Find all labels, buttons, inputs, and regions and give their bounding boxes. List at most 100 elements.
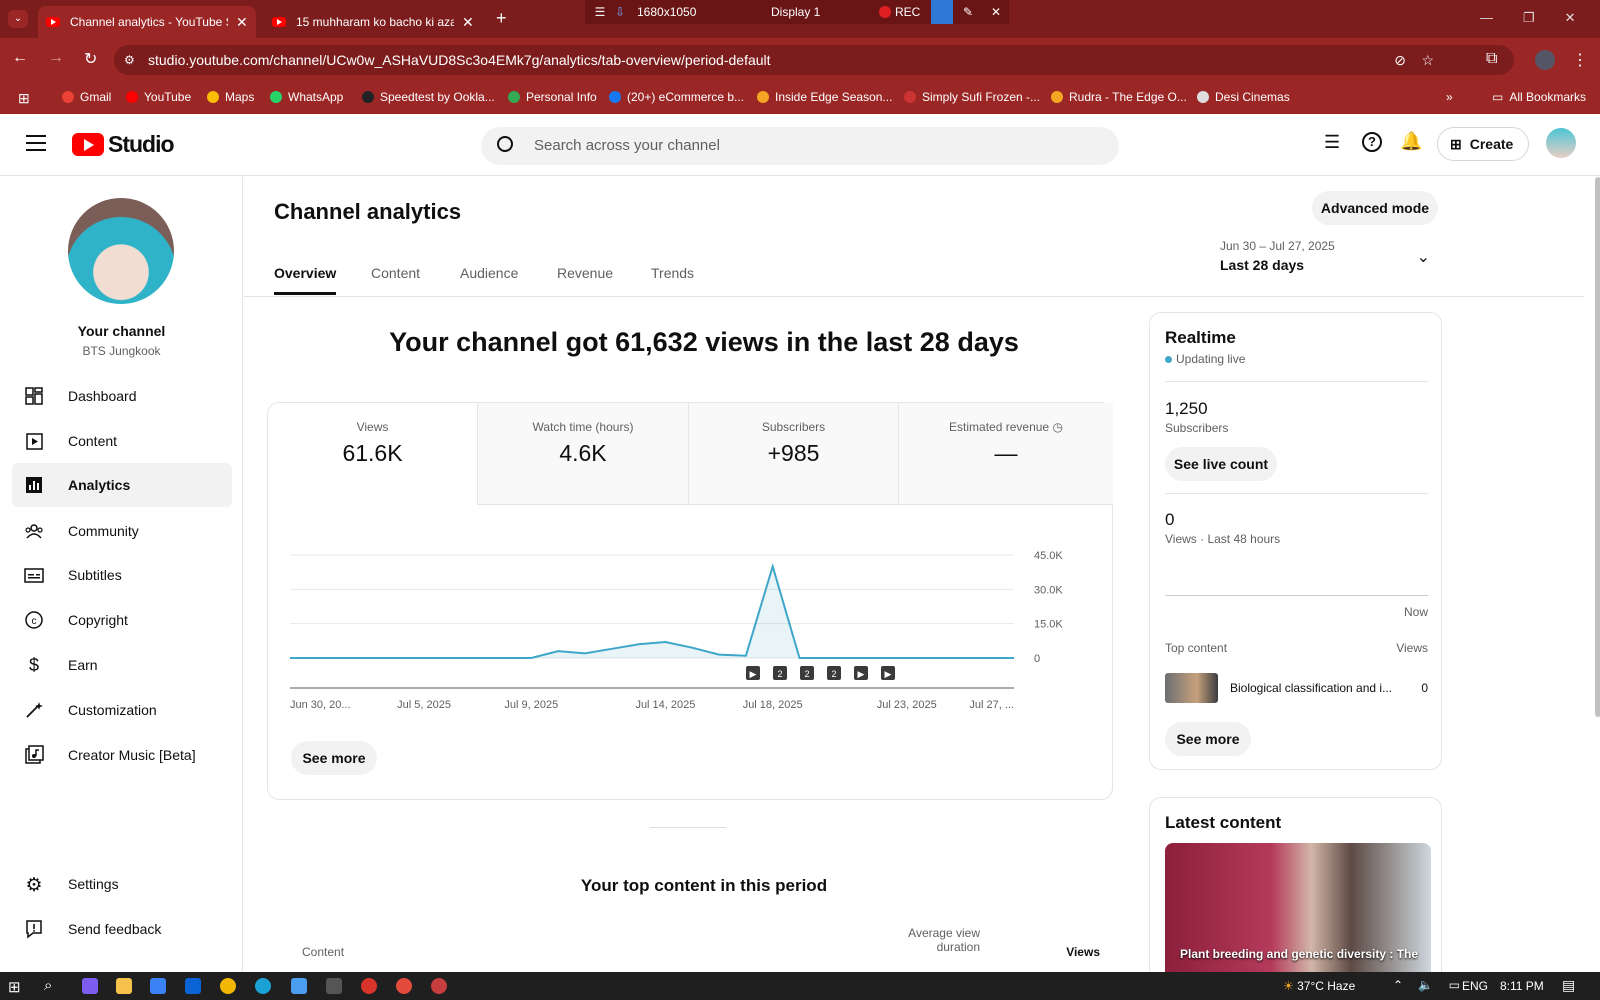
see-more-button[interactable]: See more [291, 741, 377, 775]
logo-text: Studio [108, 131, 175, 157]
sidebar-item-community[interactable]: Community [12, 509, 232, 553]
suggest-icon[interactable]: ☰ [1324, 132, 1341, 152]
sidebar-item-settings[interactable]: ⚙ Settings [12, 862, 232, 906]
sidebar-item-copyright[interactable]: c Copyright [12, 598, 232, 642]
top-content-item[interactable]: Biological classification and i... 0 [1165, 673, 1428, 703]
tab-revenue[interactable]: Revenue [557, 265, 614, 281]
star-icon[interactable]: ☆ [1421, 52, 1434, 68]
close-window-icon[interactable]: ✕ [1564, 10, 1576, 25]
metric-views[interactable]: Views 61.6K [268, 403, 478, 505]
eye-off-icon[interactable]: ⊘ [1394, 52, 1406, 68]
store-icon[interactable] [150, 978, 166, 994]
speedtest-icon [362, 91, 374, 103]
recorder-icon[interactable] [361, 978, 377, 994]
notes-icon[interactable] [291, 978, 307, 994]
sidebar-item-customization[interactable]: Customization [12, 688, 232, 732]
svg-text:c: c [32, 616, 37, 627]
all-bookmarks[interactable]: ▭ All Bookmarks [1492, 90, 1586, 104]
realtime-see-more-button[interactable]: See more [1165, 722, 1251, 756]
pin-icon[interactable]: ⇩ [615, 5, 626, 19]
create-button[interactable]: ⊞ Create [1437, 127, 1529, 161]
bookmark-maps[interactable]: Maps [207, 90, 254, 104]
bookmark-inside-edge[interactable]: Inside Edge Season... [757, 90, 892, 104]
language-indicator[interactable]: ENG [1462, 979, 1489, 993]
studio-logo[interactable]: Studio [72, 131, 175, 158]
search-input[interactable]: Search across your channel [481, 127, 1119, 165]
advanced-mode-button[interactable]: Advanced mode [1312, 191, 1438, 225]
extensions-icon[interactable]: ⧉ [1486, 50, 1498, 67]
bookmark-speedtest[interactable]: Speedtest by Ookla... [362, 90, 495, 104]
more-menu-icon[interactable]: ⋮ [1572, 52, 1588, 69]
edge-icon[interactable] [255, 978, 271, 994]
latest-video-thumbnail[interactable]: Plant breeding and genetic diversity : T… [1165, 843, 1431, 983]
notifications-icon[interactable]: 🔔 [1400, 131, 1423, 151]
bookmark-desi-cinemas[interactable]: Desi Cinemas [1197, 90, 1290, 104]
tab-trends[interactable]: Trends [651, 265, 695, 281]
account-avatar[interactable] [1546, 128, 1576, 158]
sidebar-item-content[interactable]: Content [12, 419, 232, 463]
chrome-icon[interactable] [220, 978, 236, 994]
bookmark-rudra[interactable]: Rudra - The Edge O... [1051, 90, 1187, 104]
help-icon[interactable]: ? [1362, 132, 1382, 152]
address-bar[interactable]: ⚙ studio.youtube.com/channel/UCw0w_ASHaV… [114, 45, 1514, 75]
apps-icon[interactable]: ⊞ [18, 90, 30, 106]
sidebar-item-analytics[interactable]: Analytics [12, 463, 232, 507]
metric-watch-time[interactable]: Watch time (hours) 4.6K [478, 403, 689, 505]
see-live-count-button[interactable]: See live count [1165, 447, 1277, 481]
clock[interactable]: 8:11 PM [1500, 979, 1544, 993]
metric-revenue[interactable]: Estimated revenue ◷ — [899, 403, 1113, 505]
bookmark-whatsapp[interactable]: WhatsApp [270, 90, 343, 104]
resolution-label: 1680x1050 [637, 5, 697, 19]
copilot-icon[interactable] [82, 978, 98, 994]
bookmark-gmail[interactable]: Gmail [62, 90, 111, 104]
bookmark-youtube[interactable]: YouTube [126, 90, 191, 104]
sidebar-item-creator-music[interactable]: Creator Music [Beta] [12, 733, 232, 777]
tab-audience[interactable]: Audience [460, 265, 519, 281]
date-range-selector[interactable]: Jun 30 – Jul 27, 2025 Last 28 days ⌄ [1220, 239, 1438, 279]
windows-start-icon[interactable]: ⊞ [8, 979, 21, 996]
scrollbar[interactable] [1595, 177, 1600, 717]
sidebar-item-send-feedback[interactable]: Send feedback [12, 907, 232, 951]
bookmark-sufi[interactable]: Simply Sufi Frozen -... [904, 90, 1040, 104]
notification-center-icon[interactable]: ▤ [1562, 977, 1576, 993]
search-icon[interactable]: ⌕ [44, 977, 53, 994]
maximize-icon[interactable]: ❐ [1523, 10, 1535, 25]
minimize-icon[interactable]: — [1480, 10, 1493, 25]
outlook-icon[interactable] [185, 978, 201, 994]
browser-tab-analytics[interactable]: Channel analytics - YouTube Studio ✕ [38, 6, 256, 38]
forward-icon[interactable]: → [48, 49, 64, 66]
views-chart[interactable]: 45.0K 30.0K 15.0K 0 ▶ 2 2 2 ▶ ▶ Jun 30, 20... Jul 5… [278, 543, 1078, 753]
back-icon[interactable]: ← [12, 49, 28, 66]
tab-search-button[interactable]: ⌄ [8, 10, 28, 28]
site-info-icon[interactable]: ⚙ [124, 53, 135, 67]
more-bookmarks-icon[interactable]: » [1446, 90, 1453, 104]
new-tab-button[interactable]: + [496, 8, 507, 28]
close-tab-icon[interactable]: ✕ [462, 13, 474, 30]
bookmark-personal-info[interactable]: Personal Info [508, 90, 597, 104]
metric-subscribers[interactable]: Subscribers +985 [689, 403, 899, 505]
tab-overview[interactable]: Overview [274, 265, 337, 295]
capture-icon[interactable] [931, 0, 953, 24]
tab-content[interactable]: Content [371, 265, 421, 281]
reload-icon[interactable]: ↻ [84, 51, 98, 68]
sidebar-item-subtitles[interactable]: Subtitles [12, 553, 232, 597]
pen-icon[interactable]: ✎ [962, 5, 974, 19]
close-tab-icon[interactable]: ✕ [236, 13, 248, 30]
chrome-profile-icon[interactable] [431, 978, 447, 994]
sidebar-item-dashboard[interactable]: Dashboard [12, 374, 232, 418]
profile-avatar[interactable] [1535, 50, 1555, 70]
file-explorer-icon[interactable] [116, 978, 132, 994]
personal-info-icon [508, 91, 520, 103]
hamburger-menu-icon[interactable] [26, 135, 46, 151]
sidebar-item-earn[interactable]: $ Earn [12, 643, 232, 687]
close-icon[interactable]: ✕ [990, 5, 1002, 19]
bookmark-ecommerce[interactable]: (20+) eCommerce b... [609, 90, 744, 104]
divider [1165, 381, 1428, 382]
chrome-icon[interactable] [396, 978, 412, 994]
menu-icon[interactable]: ☰ [594, 5, 606, 19]
browser-tab-video[interactable]: 15 muhharam ko bacho ki azadi ✕ [264, 6, 482, 38]
tray-icons[interactable]: ⌃ 🔈 ▭ [1393, 978, 1467, 992]
weather-widget[interactable]: ☀ 37°C Haze [1283, 979, 1355, 993]
calculator-icon[interactable] [326, 978, 342, 994]
channel-avatar[interactable] [68, 198, 174, 304]
